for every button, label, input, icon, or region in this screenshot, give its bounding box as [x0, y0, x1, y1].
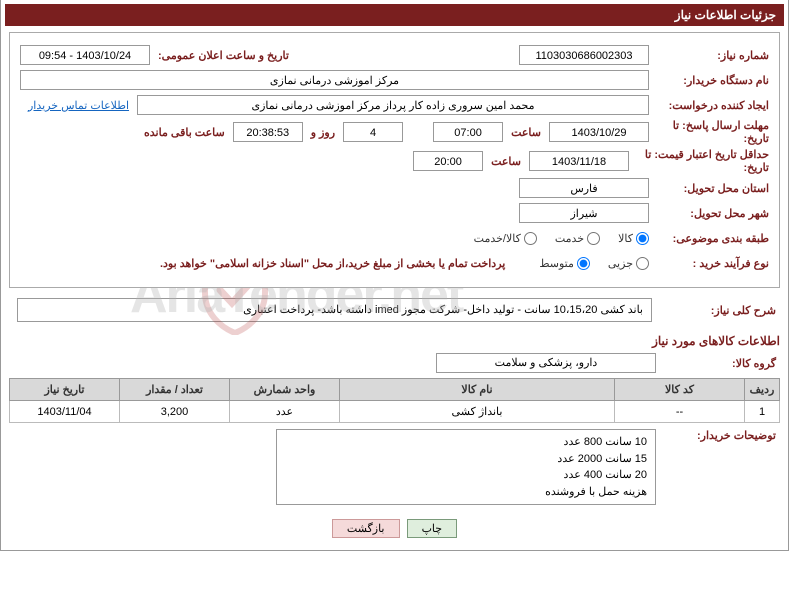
field-delivery-province: فارس: [519, 178, 649, 198]
cell-qty: 3,200: [120, 401, 230, 423]
print-button[interactable]: چاپ: [407, 519, 458, 538]
field-time-remaining: 20:38:53: [233, 122, 303, 142]
buttons-row: چاپ بازگشت: [5, 511, 784, 546]
radio-service[interactable]: خدمت: [555, 232, 600, 245]
label-deadline: مهلت ارسال پاسخ: تا تاریخ:: [649, 119, 769, 145]
goods-section-title: اطلاعات کالاهای مورد نیاز: [9, 334, 780, 348]
label-buyer-notes: توضیحات خریدار:: [656, 429, 776, 442]
buyer-contact-link[interactable]: اطلاعات تماس خریدار: [20, 99, 137, 112]
field-deadline-time: 07:00: [433, 122, 503, 142]
label-days: روز و: [303, 126, 343, 139]
radio-goods-service[interactable]: کالا/خدمت: [474, 232, 537, 245]
label-price-time: ساعت: [483, 155, 529, 168]
field-buyer-org: مرکز اموزشی درمانی نمازی: [20, 70, 649, 90]
purchase-type-radio-group: جزیی متوسط: [525, 257, 649, 270]
label-deadline-time: ساعت: [503, 126, 549, 139]
col-unit: واحد شمارش: [230, 379, 340, 401]
col-code: کد کالا: [615, 379, 745, 401]
field-price-validity-date: 1403/11/18: [529, 151, 629, 171]
cell-radif: 1: [745, 401, 780, 423]
label-product-group: گروه کالا:: [656, 357, 776, 370]
label-delivery-city: شهر محل تحویل:: [649, 207, 769, 220]
col-qty: تعداد / مقدار: [120, 379, 230, 401]
field-need-number: 1103030686002303: [519, 45, 649, 65]
table-row: 1 -- بانداژ کشی عدد 3,200 1403/11/04: [10, 401, 780, 423]
label-purchase-type: نوع فرآیند خرید :: [649, 257, 769, 270]
goods-table: ردیف کد کالا نام کالا واحد شمارش تعداد /…: [9, 378, 780, 423]
label-price-validity: حداقل تاریخ اعتبار قیمت: تا تاریخ:: [629, 148, 769, 174]
cell-date: 1403/11/04: [10, 401, 120, 423]
page-title: جزئیات اطلاعات نیاز: [5, 4, 784, 26]
radio-goods[interactable]: کالا: [618, 232, 649, 245]
cell-unit: عدد: [230, 401, 340, 423]
cell-code: --: [615, 401, 745, 423]
label-need-desc: شرح کلی نیاز:: [656, 304, 776, 317]
label-requester: ایجاد کننده درخواست:: [649, 99, 769, 112]
label-announce-datetime: تاریخ و ساعت اعلان عمومی:: [150, 49, 297, 62]
buyer-notes: 10 سانت 800 عدد15 سانت 2000 عدد20 سانت 4…: [276, 429, 656, 505]
radio-partial[interactable]: جزیی: [608, 257, 649, 270]
label-buyer-org: نام دستگاه خریدار:: [649, 74, 769, 87]
cell-name: بانداژ کشی: [340, 401, 615, 423]
purchase-type-note: پرداخت تمام یا بخشی از مبلغ خرید،از محل …: [160, 257, 505, 270]
col-radif: ردیف: [745, 379, 780, 401]
field-deadline-date: 1403/10/29: [549, 122, 649, 142]
back-button[interactable]: بازگشت: [332, 519, 400, 538]
label-category: طبقه بندی موضوعی:: [649, 232, 769, 245]
label-delivery-province: استان محل تحویل:: [649, 182, 769, 195]
label-need-number: شماره نیاز:: [649, 49, 769, 62]
field-price-validity-time: 20:00: [413, 151, 483, 171]
label-remaining: ساعت باقی مانده: [136, 126, 233, 139]
col-name: نام کالا: [340, 379, 615, 401]
details-panel: شماره نیاز: 1103030686002303 تاریخ و ساع…: [9, 32, 780, 288]
field-announce-datetime: 1403/10/24 - 09:54: [20, 45, 150, 65]
col-date: تاریخ نیاز: [10, 379, 120, 401]
field-requester: محمد امین سروری زاده کار پرداز مرکز اموز…: [137, 95, 649, 115]
field-days-remaining: 4: [343, 122, 403, 142]
field-product-group: دارو، پزشکی و سلامت: [436, 353, 656, 373]
table-header-row: ردیف کد کالا نام کالا واحد شمارش تعداد /…: [10, 379, 780, 401]
need-description: باند کشی 10،15،20 سانت - تولید داخل- شرک…: [17, 298, 652, 322]
radio-medium[interactable]: متوسط: [539, 257, 590, 270]
field-delivery-city: شیراز: [519, 203, 649, 223]
category-radio-group: کالا خدمت کالا/خدمت: [460, 232, 649, 245]
